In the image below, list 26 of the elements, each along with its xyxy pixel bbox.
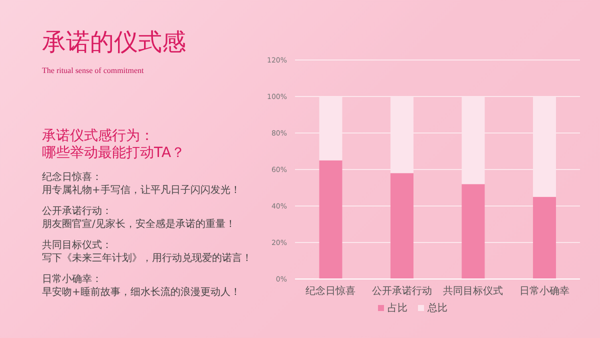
bar <box>319 96 342 160</box>
text: 公开承诺行动： <box>42 205 113 218</box>
text: 朋友圈官宣/见家长，安全感是承诺的重量！ <box>42 218 236 231</box>
bar <box>390 96 414 174</box>
text: 日常小确幸： <box>42 273 103 286</box>
text: 承诺仪式感行为： <box>42 128 155 145</box>
bar <box>462 96 485 184</box>
text: 哪些举动最能打动TA？ <box>42 145 186 162</box>
bar <box>390 173 414 279</box>
bar <box>319 160 342 279</box>
chart-title: 承诺的仪式感 <box>42 27 186 58</box>
text: 早安吻+睡前故事，细水长流的浪漫更动人！ <box>42 286 242 299</box>
legend-label: 总比 <box>428 303 448 314</box>
x-tick-label: 纪念日惊喜 <box>306 285 356 298</box>
bar <box>532 96 556 197</box>
x-tick-label: 共同目标仪式 <box>443 285 504 298</box>
text: 用专属礼物+手写信，让平凡日子闪闪发光！ <box>42 184 242 197</box>
legend-label: 占比 <box>388 303 408 314</box>
text: The ritual sense of commitment <box>42 66 144 75</box>
bar <box>532 196 556 279</box>
bar <box>462 184 485 279</box>
text: 共同目标仪式： <box>42 239 113 252</box>
text: 纪念日惊喜： <box>42 171 103 184</box>
text: 写下《未来三年计划》，用行动兑现爱的诺言！ <box>42 252 253 265</box>
x-tick-label: 公开承诺行动 <box>372 285 432 298</box>
x-tick-label: 日常小确幸 <box>519 285 570 298</box>
